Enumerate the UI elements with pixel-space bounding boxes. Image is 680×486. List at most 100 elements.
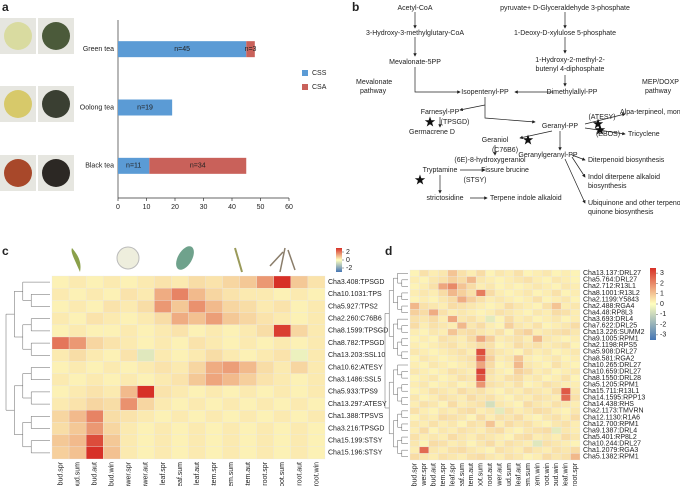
heat-cell <box>560 381 571 389</box>
heat-cell <box>103 422 121 435</box>
heat-cell <box>222 312 240 325</box>
heat-cell <box>560 269 571 277</box>
heat-cell <box>409 335 420 343</box>
row-label: Cha2.260:C76B6 <box>328 316 382 323</box>
row-label: Cha3.693:DRL4 <box>583 316 633 323</box>
heat-cell <box>188 336 206 350</box>
heat-cell <box>239 446 257 460</box>
heat-cell <box>523 282 533 290</box>
heat-cell <box>171 397 189 411</box>
heat-cell <box>551 302 562 310</box>
heat-cell <box>307 434 326 447</box>
heat-cell <box>523 387 533 395</box>
heat-cell <box>447 433 458 441</box>
heat-cell <box>419 446 430 454</box>
row-label: Cha5.908:DRL27 <box>583 349 637 356</box>
heat-cell <box>504 433 515 441</box>
heat-cell <box>475 322 486 330</box>
heat-cell <box>560 361 571 369</box>
column-label: stem.win <box>534 463 541 486</box>
heat-cell <box>466 335 477 343</box>
heat-cell <box>466 269 477 277</box>
heat-cell <box>409 400 420 408</box>
heat-cell <box>428 361 439 369</box>
column-label: stem.sum <box>525 463 532 486</box>
heat-cell <box>494 361 505 369</box>
heat-cell <box>188 312 206 325</box>
column-label: bud.sum <box>74 462 81 486</box>
heat-cell <box>485 341 496 349</box>
row-label: Cha8.1599:TPSGD <box>328 328 388 335</box>
heat-cell <box>137 288 155 301</box>
heat-cell <box>290 373 309 386</box>
panel-label: b <box>352 0 359 14</box>
heat-cell <box>409 374 420 382</box>
heat-cell <box>120 397 138 411</box>
heat-cell <box>570 446 581 454</box>
row-label: Cha3.216:TPSGD <box>328 425 384 432</box>
heat-cell <box>307 300 326 313</box>
heat-cell <box>542 427 552 434</box>
x-tick-label: 10 <box>143 204 151 211</box>
heat-cell <box>447 381 458 389</box>
heat-cell <box>485 361 496 369</box>
heat-cell <box>120 446 138 460</box>
heat-cell <box>273 312 292 325</box>
heat-cell <box>560 446 571 454</box>
row-label: Cha10.244:DRL27 <box>583 440 641 447</box>
heat-cell <box>171 361 189 374</box>
heat-cell <box>103 397 121 411</box>
heat-cell <box>438 322 448 330</box>
heat-cell <box>239 422 257 435</box>
heat-cell <box>494 368 505 375</box>
x-tick-label: 30 <box>200 204 208 211</box>
heat-cell <box>523 394 533 402</box>
heat-cell <box>256 275 274 289</box>
heat-cell <box>542 322 552 330</box>
dendrogram <box>401 436 408 444</box>
heat-cell <box>513 335 524 343</box>
heat-cell <box>485 289 496 297</box>
heat-cell <box>171 410 189 423</box>
row-label: Cha13.226:SUMM2 <box>583 329 645 336</box>
heat-cell <box>419 348 430 356</box>
heat-cell <box>466 387 477 395</box>
value-label: n=45 <box>174 46 190 53</box>
heat-cell <box>273 349 292 362</box>
value-label: n=3 <box>245 46 257 53</box>
heat-cell <box>475 328 486 336</box>
heat-cell <box>290 336 309 350</box>
heat-cell <box>256 300 274 313</box>
heat-cell <box>504 276 515 284</box>
heat-cell <box>570 289 581 297</box>
heat-cell <box>475 296 486 303</box>
heat-cell <box>120 410 138 423</box>
node-label: Alpa-terpineol, monoterpenol <box>620 109 680 116</box>
heat-cell <box>409 420 420 428</box>
heat-cell <box>171 446 189 460</box>
heat-cell <box>222 422 240 435</box>
heat-cell <box>494 341 505 349</box>
heat-cell <box>457 440 467 448</box>
heat-cell <box>494 348 505 356</box>
heat-cell <box>513 361 524 369</box>
panel-label: c <box>2 244 9 258</box>
heat-cell <box>457 282 467 290</box>
row-label: Cha5.764:DRL27 <box>583 277 637 284</box>
heat-cell <box>532 394 543 402</box>
heat-cell <box>419 296 430 303</box>
heat-cell <box>532 381 543 389</box>
heat-cell <box>171 373 189 386</box>
heat-cell <box>428 335 439 343</box>
heat-cell <box>290 446 309 460</box>
heat-cell <box>447 440 458 448</box>
heat-cell <box>188 288 206 301</box>
heat-cell <box>428 427 439 434</box>
heat-cell <box>51 446 70 460</box>
heat-cell <box>120 434 138 447</box>
heat-cell <box>273 385 292 399</box>
heat-cell <box>438 289 448 297</box>
heat-cell <box>85 422 104 435</box>
heat-cell <box>513 368 524 375</box>
node-label: MEP/DOXP <box>642 79 679 86</box>
